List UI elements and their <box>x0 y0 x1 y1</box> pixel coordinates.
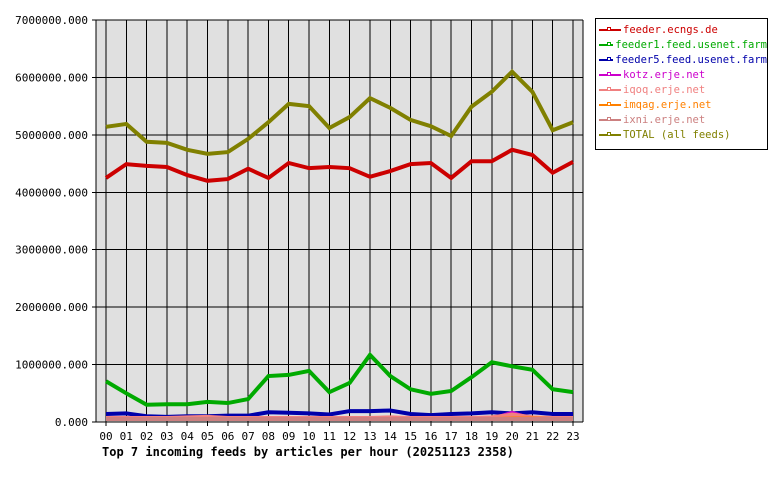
legend-label: ixni.erje.net <box>623 113 706 126</box>
legend-line-marker-icon <box>599 56 614 61</box>
x-tick-label: 03 <box>160 430 173 443</box>
x-tick-label: 10 <box>302 430 315 443</box>
x-tick-label: 04 <box>181 430 195 443</box>
legend-label: feeder5.feed.usenet.farm <box>615 53 767 66</box>
legend-label: feeder.ecngs.de <box>623 23 718 36</box>
legend-line-marker-icon <box>599 101 621 106</box>
x-tick-label: 14 <box>384 430 398 443</box>
legend-line-marker-icon <box>599 26 621 31</box>
x-tick-label: 19 <box>485 430 498 443</box>
legend-item: feeder.ecngs.de <box>596 22 767 37</box>
series-line <box>104 351 574 407</box>
legend-item: iqoq.erje.net <box>596 82 767 97</box>
x-tick-label: 06 <box>221 430 234 443</box>
legend: feeder.ecngs.de feeder1.feed.usenet.farm f… <box>595 18 768 150</box>
x-tick-label: 21 <box>526 430 539 443</box>
plot-area <box>96 20 583 422</box>
x-tick-label: 09 <box>282 430 295 443</box>
x-tick-label: 13 <box>363 430 376 443</box>
legend-item: TOTAL (all feeds) <box>596 127 767 142</box>
x-tick-label: 17 <box>445 430 458 443</box>
x-tick-label: 23 <box>566 430 579 443</box>
y-tick-label: 5000000.000 <box>15 129 88 142</box>
legend-item: kotz.erje.net <box>596 67 767 82</box>
legend-line-marker-icon <box>599 116 621 121</box>
legend-item: imqag.erje.net <box>596 97 767 112</box>
y-tick-label: 3000000.000 <box>15 244 88 257</box>
y-tick-label: 2000000.000 <box>15 301 88 314</box>
legend-label: imqag.erje.net <box>623 98 712 111</box>
legend-label: iqoq.erje.net <box>623 83 706 96</box>
x-tick-label: 07 <box>242 430 255 443</box>
x-tick-label: 22 <box>546 430 559 443</box>
y-tick-label: 1000000.000 <box>15 359 88 372</box>
legend-line-marker-icon <box>599 131 621 136</box>
x-tick-label: 00 <box>99 430 112 443</box>
legend-label: kotz.erje.net <box>623 68 706 81</box>
x-tick-label: 02 <box>140 430 153 443</box>
x-tick-label: 01 <box>120 430 133 443</box>
legend-line-marker-icon <box>599 41 614 46</box>
series-line <box>105 68 574 156</box>
legend-item: feeder5.feed.usenet.farm <box>596 52 767 67</box>
y-tick-label: 0.000 <box>55 416 88 429</box>
x-tick-label: 11 <box>323 430 336 443</box>
series-line <box>104 147 574 183</box>
y-tick-label: 6000000.000 <box>15 71 88 84</box>
series-lines <box>104 68 574 421</box>
legend-line-marker-icon <box>599 86 621 91</box>
x-tick-label: 16 <box>424 430 437 443</box>
x-tick-label: 15 <box>404 430 417 443</box>
x-tick-label: 20 <box>505 430 518 443</box>
legend-item: ixni.erje.net <box>596 112 767 127</box>
legend-line-marker-icon <box>599 71 621 76</box>
y-tick-label: 4000000.000 <box>15 186 88 199</box>
x-tick-label: 05 <box>201 430 214 443</box>
y-tick-label: 7000000.000 <box>15 14 88 27</box>
legend-label: TOTAL (all feeds) <box>623 128 731 141</box>
x-tick-label: 12 <box>343 430 356 443</box>
x-tick-label: 18 <box>465 430 478 443</box>
grid-lines <box>92 19 584 426</box>
y-axis-ticks: 0.000 1000000.000 2000000.000 3000000.000 40… <box>15 14 88 429</box>
x-axis-ticks: 00 01 02 03 04 05 06 07 08 09 10 11 12 13 14 15 16 17 18 19… <box>99 430 579 443</box>
x-tick-label: 08 <box>262 430 275 443</box>
chart-title: Top 7 incoming feeds by articles per hou… <box>102 445 514 459</box>
legend-label: feeder1.feed.usenet.farm <box>615 38 767 51</box>
legend-item: feeder1.feed.usenet.farm <box>596 37 767 52</box>
